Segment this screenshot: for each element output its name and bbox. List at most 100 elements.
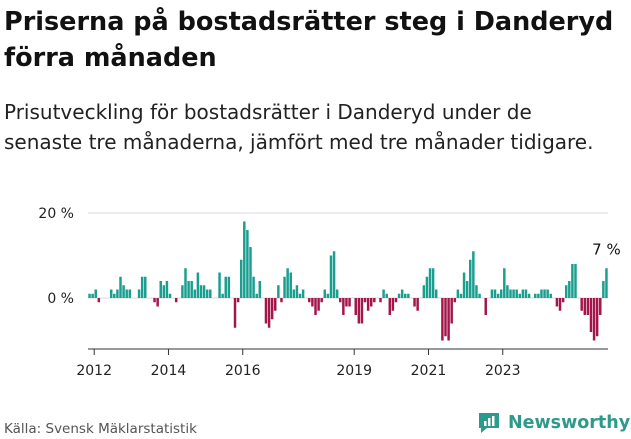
bar — [326, 293, 330, 298]
bar — [113, 293, 116, 298]
bar — [360, 298, 364, 324]
bar — [543, 289, 546, 298]
bar — [509, 289, 512, 298]
bar — [534, 293, 537, 298]
bar — [453, 298, 457, 303]
last-value-label: 7 % — [592, 240, 621, 258]
bar — [496, 293, 500, 298]
source-note: Källa: Svensk Mäklarstatistik — [4, 421, 197, 437]
bar — [184, 268, 187, 298]
bar — [267, 298, 271, 328]
bar — [354, 298, 357, 315]
bar — [137, 289, 141, 298]
bar — [422, 285, 426, 298]
bar — [289, 272, 292, 298]
bar — [233, 298, 237, 328]
bar — [91, 293, 94, 298]
bar — [109, 289, 113, 298]
newsworthy-logo[interactable]: Newsworthy — [476, 409, 630, 437]
bar — [116, 289, 119, 298]
bar — [605, 268, 608, 298]
bar — [379, 298, 382, 303]
bar — [407, 293, 410, 298]
bar — [472, 251, 475, 298]
bar — [357, 298, 361, 324]
bar — [221, 293, 224, 298]
bar — [190, 281, 193, 298]
page-title: Priserna på bostadsrätter steg i Dandery… — [4, 7, 614, 73]
bar — [537, 293, 540, 298]
bar — [574, 264, 577, 298]
bar — [298, 293, 302, 298]
bar-chart: 0 % 20 % 2012 2014 2016 2019 2021 2023 7 % — [38, 206, 621, 379]
bar — [366, 298, 370, 311]
bar — [311, 298, 314, 307]
bar — [493, 289, 497, 298]
bar — [332, 251, 336, 298]
bar — [243, 221, 246, 298]
bar — [428, 268, 432, 298]
bar — [385, 293, 388, 298]
bar — [524, 289, 528, 298]
bar — [345, 298, 348, 307]
x-tick-label: 2016 — [225, 363, 261, 379]
bar — [558, 298, 562, 311]
bar — [97, 298, 101, 303]
bar — [592, 298, 596, 341]
bar — [252, 276, 255, 298]
bar — [209, 289, 212, 298]
bar — [283, 276, 286, 298]
bar — [425, 276, 429, 298]
bar — [400, 289, 404, 298]
bar — [571, 264, 574, 298]
bar — [218, 272, 221, 298]
bar — [292, 289, 296, 298]
bar — [236, 298, 240, 303]
bar — [239, 259, 243, 298]
bar — [342, 298, 345, 315]
bar — [196, 272, 200, 298]
bar — [156, 298, 159, 307]
bar — [314, 298, 317, 315]
bar — [258, 281, 262, 298]
bar — [469, 259, 472, 298]
bar — [413, 298, 416, 307]
bar — [246, 230, 249, 298]
bar — [168, 293, 172, 298]
bar — [153, 298, 156, 303]
bar — [568, 281, 571, 298]
bar — [227, 276, 231, 298]
bar — [202, 285, 206, 298]
bar — [339, 298, 342, 303]
bar — [583, 298, 587, 315]
bar — [119, 276, 122, 298]
bar — [335, 289, 339, 298]
bar — [602, 281, 605, 298]
bar — [264, 298, 268, 324]
bar — [94, 289, 97, 298]
bar — [329, 255, 333, 298]
bar — [394, 298, 398, 303]
bar — [323, 289, 327, 298]
bar — [382, 289, 385, 298]
bar — [431, 268, 435, 298]
x-tick-label: 2014 — [151, 363, 187, 379]
bar — [125, 289, 128, 298]
bar — [286, 268, 289, 298]
bar — [515, 289, 518, 298]
x-tick-label: 2021 — [411, 363, 447, 379]
bar — [369, 298, 373, 307]
bar — [475, 285, 478, 298]
bar — [589, 298, 593, 332]
bar — [128, 289, 132, 298]
y-tick-label: 20 % — [38, 206, 74, 222]
bar — [174, 298, 178, 303]
bar — [555, 298, 559, 307]
bar — [499, 289, 503, 298]
bar — [159, 281, 162, 298]
bar — [459, 293, 463, 298]
bar — [140, 276, 144, 298]
bar — [447, 298, 450, 341]
bar — [320, 298, 323, 303]
bar — [416, 298, 419, 311]
